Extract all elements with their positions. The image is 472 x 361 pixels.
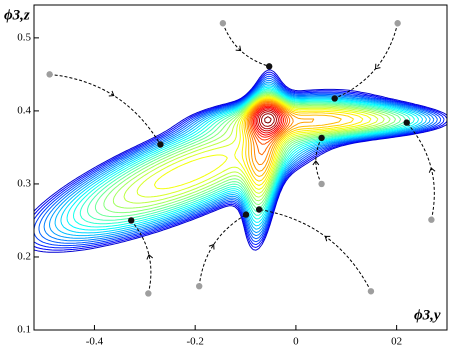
trajectory <box>334 23 399 99</box>
contour-line <box>249 102 291 156</box>
end-point <box>255 206 263 213</box>
contour-line <box>153 96 372 190</box>
contour-line <box>264 116 272 124</box>
end-point <box>318 134 325 142</box>
trajectory-arrow <box>235 45 242 52</box>
contour-line <box>38 77 438 244</box>
contour-line <box>87 90 406 221</box>
contour-line <box>246 100 315 172</box>
contour-line <box>103 92 397 214</box>
start-point <box>367 288 375 295</box>
contour-line <box>241 97 364 186</box>
contour-layer <box>34 69 447 253</box>
trajectory <box>315 137 323 185</box>
contour-line <box>66 86 420 231</box>
trajectory <box>259 209 372 292</box>
end-point <box>403 119 410 126</box>
start-point <box>318 180 325 188</box>
start-point <box>145 290 152 297</box>
trajectory-arrow <box>108 90 115 97</box>
contour-line <box>73 88 415 228</box>
y-tick-label: 0.5 <box>17 31 31 43</box>
trajectory <box>49 73 161 145</box>
contour-line <box>123 94 385 204</box>
start-point <box>428 216 435 223</box>
x-tick-label: -0.2 <box>186 336 203 348</box>
start-point <box>219 20 227 27</box>
contour-line <box>34 69 447 253</box>
y-tick-label: 0.1 <box>17 324 31 336</box>
contour-line <box>112 93 391 209</box>
contour-line <box>94 91 402 218</box>
trajectory <box>222 23 270 67</box>
contour-line <box>251 104 286 141</box>
contour-line <box>247 101 294 166</box>
contour-line <box>255 108 281 134</box>
contour-line <box>261 113 275 127</box>
x-tick-label: 0 <box>293 336 299 348</box>
trajectory-arrow <box>375 63 381 70</box>
trajectory-arrow <box>208 243 215 250</box>
start-point <box>394 20 401 27</box>
contour-line <box>257 109 279 132</box>
x-axis-label: ϕ3,y <box>414 307 441 323</box>
trajectory-layer <box>46 20 436 297</box>
contour-line <box>79 89 411 225</box>
contour-line <box>250 103 288 145</box>
contour-line <box>254 106 283 136</box>
end-point <box>128 217 135 224</box>
x-tick-label: 02 <box>391 336 402 348</box>
end-point <box>266 63 273 70</box>
y-tick-label: 0.2 <box>17 250 31 262</box>
contour-line <box>43 79 435 242</box>
plot-frame <box>33 4 448 331</box>
contour-line <box>243 98 354 182</box>
contour-line <box>252 105 285 138</box>
end-point <box>331 95 338 102</box>
contour-line <box>34 73 445 249</box>
y-axis-label: ϕ3,z <box>4 7 30 23</box>
contour-line <box>136 95 379 198</box>
end-point <box>242 211 250 218</box>
trajectory <box>130 220 152 294</box>
trajectory-arrow <box>428 167 436 173</box>
trajectory-arrow <box>312 160 320 166</box>
contour-line <box>34 75 442 247</box>
trajectory <box>198 214 247 287</box>
y-tick-label: 0.3 <box>17 177 31 189</box>
trajectory-arrow <box>324 235 331 242</box>
contour-line <box>259 111 277 130</box>
start-point <box>196 282 203 290</box>
contour-line <box>244 99 342 177</box>
trajectory-arrow <box>146 254 154 260</box>
y-tick-label: 0.4 <box>17 104 31 116</box>
x-tick-label: -0.4 <box>86 336 104 348</box>
end-point <box>157 141 164 148</box>
start-point <box>46 71 53 78</box>
